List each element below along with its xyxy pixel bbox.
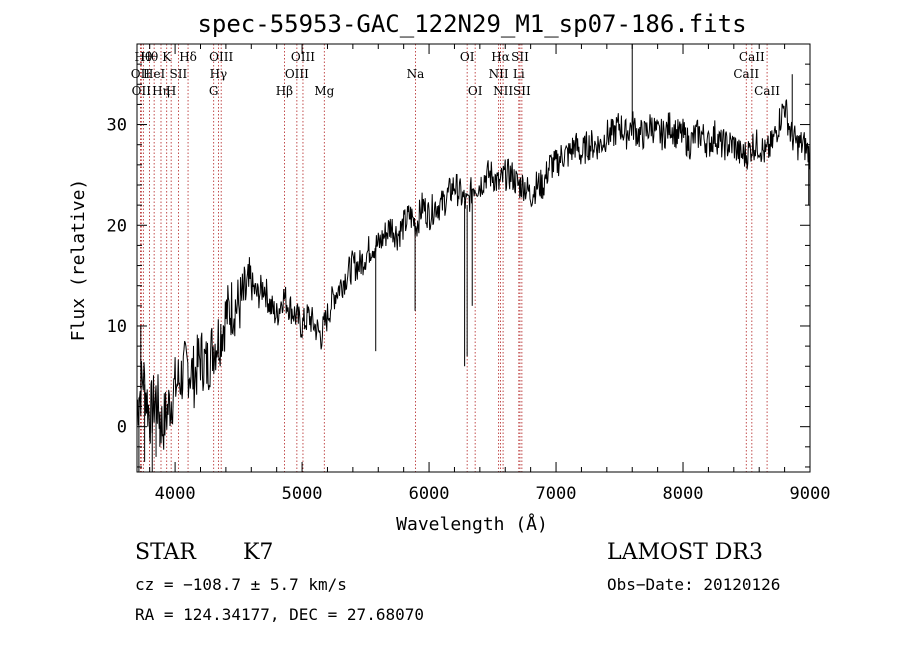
redshift-cz: cz = −108.7 ± 5.7 km/s <box>135 575 347 594</box>
line-label-1: OII <box>132 84 152 98</box>
y-tick-label-20: 20 <box>107 216 127 236</box>
x-tick-label-9000: 9000 <box>790 484 831 504</box>
line-label-22: NII <box>493 84 513 98</box>
x-tick-label-8000: 8000 <box>663 484 704 504</box>
y-tick-label-10: 10 <box>107 317 127 337</box>
line-label-6: K <box>162 50 172 64</box>
line-label-13: Hβ <box>276 84 293 98</box>
line-label-12: OIII <box>209 50 233 64</box>
x-axis-ticks: 4000 5000 6000 7000 8000 9000 <box>149 44 831 504</box>
x-axis-label: Wavelength (Å) <box>396 513 548 535</box>
survey-name: LAMOST DR3 <box>607 540 763 565</box>
line-label-25: SII <box>513 84 531 98</box>
y-axis-label: Flux (relative) <box>68 179 89 342</box>
line-label-18: OI <box>460 50 475 64</box>
ra-dec: RA = 124.34177, DEC = 27.68070 <box>135 605 424 624</box>
line-label-0: OII <box>131 67 151 81</box>
x-tick-label-6000: 6000 <box>409 484 450 504</box>
x-tick-label-4000: 4000 <box>155 484 196 504</box>
spectrum-line <box>136 99 811 450</box>
x-tick-label-5000: 5000 <box>282 484 323 504</box>
observation-date: Obs−Date: 20120126 <box>607 575 780 594</box>
line-label-7: H <box>166 84 176 98</box>
line-label-16: Mg <box>314 84 334 98</box>
line-label-5: Hη <box>152 84 170 98</box>
line-label-2: Hθ <box>134 50 152 64</box>
line-label-20: NII <box>489 67 509 81</box>
line-label-26: CaII <box>733 67 759 81</box>
line-label-21: Hα <box>491 50 510 64</box>
line-label-10: G <box>209 84 219 98</box>
line-label-11: Hγ <box>210 67 228 81</box>
line-label-17: Na <box>407 67 425 81</box>
y-tick-label-30: 30 <box>107 116 127 136</box>
line-label-23: Li <box>513 67 525 81</box>
line-label-3: Hθ <box>141 50 159 64</box>
line-label-14: OIII <box>285 67 309 81</box>
emission-line-markers <box>140 44 768 472</box>
line-label-9: Hδ <box>179 50 197 64</box>
spectrum-spikes <box>138 44 810 472</box>
chart-title: spec-55953-GAC_122N29_M1_sp07-186.fits <box>197 10 746 38</box>
y-axis-ticks: 0 10 20 30 <box>107 43 810 468</box>
line-label-4: HeI <box>143 67 166 81</box>
line-label-27: CaII <box>739 50 765 64</box>
line-label-8: SII <box>170 67 188 81</box>
plot-frame <box>136 43 811 473</box>
line-label-15: OIII <box>291 50 315 64</box>
object-subclass: K7 <box>243 540 273 565</box>
line-label-28: CaII <box>754 84 780 98</box>
x-tick-label-7000: 7000 <box>536 484 577 504</box>
line-label-19: OI <box>468 84 483 98</box>
object-class: STAR <box>135 540 197 565</box>
line-label-24: SII <box>511 50 529 64</box>
y-tick-label-0: 0 <box>117 418 127 438</box>
